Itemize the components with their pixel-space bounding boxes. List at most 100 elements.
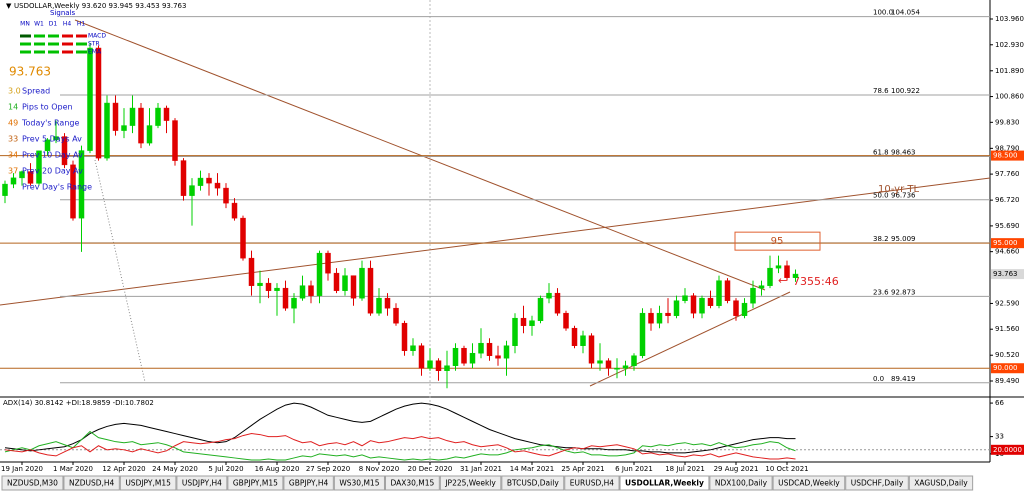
chart-tab[interactable] (283, 475, 334, 491)
candle-body (699, 297, 705, 314)
x-tick-label: 12 Apr 2020 (102, 465, 145, 473)
fib-price: 95.009 (891, 235, 916, 243)
candle-body (376, 297, 382, 314)
fib-price: 96.736 (891, 192, 916, 200)
chart-tab[interactable] (439, 475, 502, 491)
x-tick-label: 19 Jan 2020 (1, 465, 43, 473)
candle-body (27, 171, 34, 184)
signal-dash (34, 42, 45, 46)
signal-row: EMA (88, 49, 102, 56)
candle-body (478, 342, 484, 354)
x-tick-label: 5 Jul 2020 (208, 465, 243, 473)
candle-body (588, 335, 595, 364)
chart-tab-label[interactable]: JP225,Weekly (444, 479, 496, 488)
chart-tab-label[interactable]: BTCUSD,Daily (507, 479, 559, 488)
candle-body (333, 272, 340, 291)
chart-tab[interactable] (333, 475, 385, 491)
price-tag (991, 444, 1024, 455)
indicator-line (4, 433, 796, 460)
trendline-label: 10-yr TL (878, 184, 919, 195)
y-tick-label: 66 (995, 399, 1004, 407)
chart-tab[interactable] (384, 475, 440, 491)
chart-tab[interactable] (227, 475, 284, 491)
chart-tab[interactable] (564, 475, 620, 491)
info-value: 37 (8, 167, 18, 176)
chart-tab-label[interactable]: USDCAD,Weekly (778, 479, 840, 488)
chart-tab-label[interactable]: USDJPY,H4 (182, 479, 222, 488)
chart-tab-label[interactable]: DAX30,M15 (390, 479, 434, 488)
chart-tab[interactable] (1, 475, 64, 491)
fib-ratio: 100.0 (873, 9, 893, 17)
fib-anchor-line (94, 159, 146, 383)
candle-body (257, 282, 263, 286)
price-tag (991, 150, 1024, 161)
y-tick-label: 100.860 (995, 93, 1024, 101)
candle-body (622, 365, 629, 369)
candle-body (673, 300, 680, 316)
signal-dash (34, 34, 45, 38)
price-tag-label: 90.000 (993, 364, 1018, 372)
chart-tab-label[interactable]: XAGUSD,Daily (914, 479, 968, 488)
chart-tab-label[interactable]: USDJPY,M15 (125, 479, 171, 488)
candle-body (325, 252, 331, 274)
chart-tab-label[interactable]: GBPJPY,M15 (233, 479, 278, 488)
price-tag-label: 98.500 (993, 152, 1018, 160)
signal-dash (76, 42, 87, 46)
chart-tab[interactable] (619, 475, 710, 491)
signal-column: H1 (77, 21, 86, 28)
candle-body (631, 355, 637, 366)
candle-body (172, 120, 178, 161)
x-tick-label: 14 Mar 2021 (510, 465, 554, 473)
countdown-arrow: ← (778, 274, 787, 287)
candle-body (546, 292, 552, 299)
candle-body (10, 177, 17, 185)
candle-body (537, 297, 544, 321)
chart-tab-label[interactable]: NDX100,Daily (715, 479, 768, 488)
chart-tab-label[interactable]: NZDUSD,M30 (7, 479, 58, 488)
signal-column: D1 (49, 21, 58, 28)
chart-tab[interactable] (845, 475, 909, 491)
chart-tab[interactable] (772, 475, 846, 491)
price-tag (991, 238, 1024, 249)
chart-tab[interactable] (908, 475, 974, 491)
candle-body (571, 327, 578, 346)
trend-line (589, 291, 791, 387)
fib-ratio: 50.0 (873, 192, 889, 200)
candle-body (265, 282, 272, 291)
chart-tab-label[interactable]: EURUSD,H4 (570, 479, 614, 488)
info-label: Spread (22, 87, 50, 96)
price-tag-label: 93.763 (993, 270, 1018, 278)
candle-body (180, 160, 187, 196)
info-label: Prev 20 Day Av (22, 167, 83, 176)
chart-tab[interactable] (119, 475, 177, 491)
candle-body (605, 360, 612, 369)
signal-dash (20, 34, 31, 38)
x-tick-label: 25 Apr 2021 (561, 465, 604, 473)
candle-body (342, 275, 348, 291)
chart-tab-label[interactable]: GBPJPY,H4 (289, 479, 329, 488)
x-tick-label: 31 Jan 2021 (460, 465, 502, 473)
y-tick-label: 33 (995, 433, 1004, 441)
chart-tab[interactable] (501, 475, 565, 491)
chart-tab[interactable] (176, 475, 228, 491)
chart-tab-label[interactable]: NZDUSD,H4 (69, 479, 115, 488)
candle-body (231, 202, 238, 219)
y-tick-label: 90.520 (995, 351, 1020, 359)
chart-tab-label[interactable]: WS30,M15 (339, 479, 379, 488)
chart-tab-label[interactable]: USDCHF,Daily (851, 479, 904, 488)
trend-line (0, 177, 991, 306)
x-tick-label: 8 Nov 2020 (359, 465, 399, 473)
candle-body (597, 360, 603, 364)
signal-dash (48, 34, 59, 38)
chart-tab-label[interactable]: USDOLLAR,Weekly (625, 479, 704, 488)
signal-column: MN (20, 21, 30, 28)
chart-tab[interactable] (63, 475, 120, 491)
candle-body (36, 150, 42, 184)
candle-body (138, 107, 144, 144)
info-label: Today's Range (21, 119, 79, 128)
candle-body (665, 312, 671, 316)
chart-tab[interactable] (709, 475, 773, 491)
indicator-line (4, 402, 796, 454)
candle-body (758, 285, 765, 289)
